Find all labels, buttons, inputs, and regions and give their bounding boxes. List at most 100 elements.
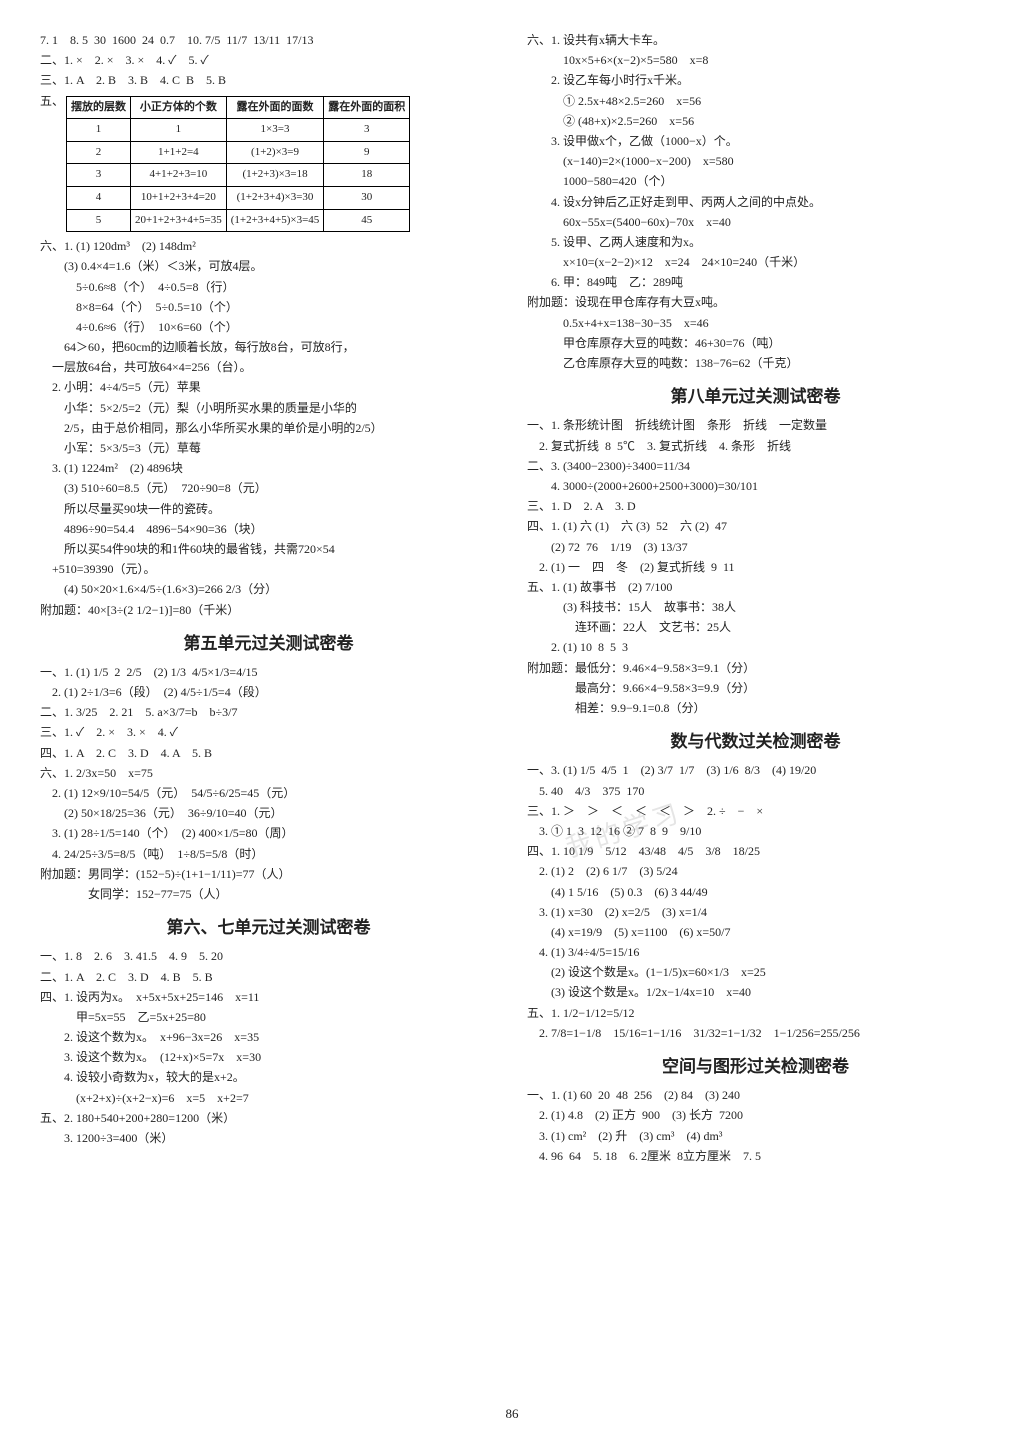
- table-row: 410+1+2+3+4=20(1+2+3+4)×3=3030: [67, 186, 410, 209]
- text-line: 2. (1) 12×9/10=54/5（元） 54/5÷6/25=45（元）: [40, 784, 497, 803]
- text-line: 4. 3000÷(2000+2600+2500+3000)=30/101: [527, 477, 984, 496]
- text-line: 4. 设x分钟后乙正好走到甲、丙两人之间的中点处。: [527, 193, 984, 212]
- text-line: 1000−580=420（个）: [527, 172, 984, 191]
- text-line: (2) 50×18/25=36（元） 36÷9/10=40（元）: [40, 804, 497, 823]
- text-line: (3) 0.4×4=1.6（米）＜3米，可放4层。: [40, 257, 497, 276]
- section-2: 二、1. × 2. × 3. × 4. ✓ 5. ✓: [40, 51, 497, 70]
- text-line: 2. (1) 10 8 5 3: [527, 638, 984, 657]
- text-line: 2. (1) 一 四 冬 (2) 复式折线 9 11: [527, 558, 984, 577]
- text-line: (3) 科技书：15人 故事书：38人: [527, 598, 984, 617]
- unit8-heading: 第八单元过关测试密卷: [527, 383, 984, 410]
- text-line: 3. (1) cm² (2) 升 (3) cm³ (4) dm³: [527, 1127, 984, 1146]
- text-line: 四、1. 设丙为x。 x+5x+5x+25=146 x=11: [40, 988, 497, 1007]
- text-line: 一、1. (1) 60 20 48 256 (2) 84 (3) 240: [527, 1086, 984, 1105]
- th-faces: 露在外面的面数: [226, 96, 324, 119]
- text-line: 二、3. (3400−2300)÷3400=11/34: [527, 457, 984, 476]
- text-line: 4896÷90=54.4 4896−54×90=36（块）: [40, 520, 497, 539]
- text-line: 5. 40 4/3 375 170: [527, 782, 984, 801]
- text-line: (x+2+x)÷(x+2−x)=6 x=5 x+2=7: [40, 1089, 497, 1108]
- text-line: (3) 510÷60=8.5（元） 720÷90=8（元）: [40, 479, 497, 498]
- section-6-block: 六、1. (1) 120dm³ (2) 148dm² (3) 0.4×4=1.6…: [40, 237, 497, 620]
- left-column: 7. 1 8. 5 30 1600 24 0.7 10. 7/5 11/7 13…: [40, 30, 497, 1407]
- text-line: ② (48+x)×2.5=260 x=56: [527, 112, 984, 131]
- text-line: 3. 设甲做x个，乙做（1000−x）个。: [527, 132, 984, 151]
- text-line: 3. ① 1 3 12 16 ② 7 8 9 9/10: [527, 822, 984, 841]
- text-line: 小华：5×2/5=2（元）梨（小明所买水果的质量是小华的: [40, 399, 497, 418]
- text-line: 2/5，由于总价相同，那么小华所买水果的单价是小明的2/5）: [40, 419, 497, 438]
- page-number: 86: [506, 1404, 519, 1425]
- text-line: (4) x=19/9 (5) x=1100 (6) x=50/7: [527, 923, 984, 942]
- text-line: (3) 设这个数是x。1/2x−1/4x=10 x=40: [527, 983, 984, 1002]
- text-line: 附加题：设现在甲仓库存有大豆x吨。: [527, 293, 984, 312]
- text-line: 小军：5×3/5=3（元）草莓: [40, 439, 497, 458]
- text-line: 5. 设甲、乙两人速度和为x。: [527, 233, 984, 252]
- space-shape-heading: 空间与图形过关检测密卷: [527, 1053, 984, 1080]
- text-line: 4÷0.6≈6（行） 10×6=60（个）: [40, 318, 497, 337]
- text-line: 所以买54件90块的和1件60块的最省钱，共需720×54: [40, 540, 497, 559]
- text-line: 一层放64台，共可放64×4=256（台）。: [40, 358, 497, 377]
- text-line: 0.5x+4+x=138−30−35 x=46: [527, 314, 984, 333]
- text-line: x×10=(x−2−2)×12 x=24 24×10=240（千米）: [527, 253, 984, 272]
- text-line: 女同学：152−77=75（人）: [40, 885, 497, 904]
- text-line: (4) 50×20×1.6×4/5÷(1.6×3)=266 2/3（分）: [40, 580, 497, 599]
- text-line: 甲=5x=55 乙=5x+25=80: [40, 1008, 497, 1027]
- table-header-row: 摆放的层数 小正方体的个数 露在外面的面数 露在外面的面积: [67, 96, 410, 119]
- unit5-block: 一、1. (1) 1/5 2 2/5 (2) 1/3 4/5×1/3=4/15 …: [40, 663, 497, 904]
- th-area: 露在外面的面积: [324, 96, 410, 119]
- table-section-label: 五、: [40, 92, 66, 111]
- top-answers-1: 7. 1 8. 5 30 1600 24 0.7 10. 7/5 11/7 13…: [40, 31, 497, 50]
- text-line: 一、1. (1) 1/5 2 2/5 (2) 1/3 4/5×1/3=4/15: [40, 663, 497, 682]
- th-count: 小正方体的个数: [131, 96, 227, 119]
- text-line: 三、1. ✓ 2. × 3. × 4. ✓: [40, 723, 497, 742]
- text-line: 六、1. 2/3x=50 x=75: [40, 764, 497, 783]
- text-line: (2) 设这个数是x。(1−1/5)x=60×1/3 x=25: [527, 963, 984, 982]
- text-line: 3. 1200÷3=400（米）: [40, 1129, 497, 1148]
- text-line: 附加题：男同学：(152−5)÷(1+1−1/11)=77（人）: [40, 865, 497, 884]
- text-line: 4. 24/25÷3/5=8/5（吨） 1÷8/5=5/8（时）: [40, 845, 497, 864]
- text-line: 五、2. 180+540+200+280=1200（米）: [40, 1109, 497, 1128]
- section-5-table-row: 五、 摆放的层数 小正方体的个数 露在外面的面数 露在外面的面积 111×3=3…: [40, 92, 497, 237]
- unit5-heading: 第五单元过关测试密卷: [40, 630, 497, 657]
- text-line: (2) 72 76 1/19 (3) 13/37: [527, 538, 984, 557]
- text-line: 2. 小明：4÷4/5=5（元）苹果: [40, 378, 497, 397]
- text-line: 最高分：9.66×4−9.58×3=9.9（分）: [527, 679, 984, 698]
- text-line: 一、1. 8 2. 6 3. 41.5 4. 9 5. 20: [40, 947, 497, 966]
- text-line: 4. (1) 3/4÷4/5=15/16: [527, 943, 984, 962]
- text-line: 甲仓库原存大豆的吨数：46+30=76（吨）: [527, 334, 984, 353]
- right-section-6: 六、1. 设共有x辆大卡车。 10x×5+6×(x−2)×5=580 x=8 2…: [527, 31, 984, 373]
- text-line: 64＞60，把60cm的边顺着长放，每行放8台，可放8行，: [40, 338, 497, 357]
- text-line: 3. (1) x=30 (2) x=2/5 (3) x=1/4: [527, 903, 984, 922]
- th-layers: 摆放的层数: [67, 96, 131, 119]
- text-line: 5÷0.6≈8（个） 4÷0.5=8（行）: [40, 278, 497, 297]
- text-line: 三、1. ＞ ＞ ＜ ＜ ＜ ＞ 2. ÷ − ×: [527, 802, 984, 821]
- text-line: 2. (1) 4.8 (2) 正方 900 (3) 长方 7200: [527, 1106, 984, 1125]
- text-line: (x−140)=2×(1000−x−200) x=580: [527, 152, 984, 171]
- text-line: 2. (1) 2÷1/3=6（段） (2) 4/5÷1/5=4（段）: [40, 683, 497, 702]
- text-line: 四、1. A 2. C 3. D 4. A 5. B: [40, 744, 497, 763]
- table-row: 21+1+2=4(1+2)×3=99: [67, 141, 410, 164]
- text-line: 2. (1) 2 (2) 6 1/7 (3) 5/24: [527, 862, 984, 881]
- cubes-table: 摆放的层数 小正方体的个数 露在外面的面数 露在外面的面积 111×3=33 2…: [66, 96, 410, 233]
- text-line: ① 2.5x+48×2.5=260 x=56: [527, 92, 984, 111]
- text-line: 60x−55x=(5400−60x)−70x x=40: [527, 213, 984, 232]
- text-line: 4. 设较小奇数为x，较大的是x+2。: [40, 1068, 497, 1087]
- text-line: 六、1. 设共有x辆大卡车。: [527, 31, 984, 50]
- unit67-block: 一、1. 8 2. 6 3. 41.5 4. 9 5. 20 二、1. A 2.…: [40, 947, 497, 1148]
- text-line: 四、1. 10 1/9 5/12 43/48 4/5 3/8 18/25: [527, 842, 984, 861]
- text-line: 所以尽量买90块一件的瓷砖。: [40, 500, 497, 519]
- text-line: 6. 甲：849吨 乙：289吨: [527, 273, 984, 292]
- table-row: 520+1+2+3+4+5=35(1+2+3+4+5)×3=4545: [67, 209, 410, 232]
- text-line: 三、1. D 2. A 3. D: [527, 497, 984, 516]
- text-line: 一、1. 条形统计图 折线统计图 条形 折线 一定数量: [527, 416, 984, 435]
- text-line: 3. (1) 28÷1/5=140（个） (2) 400×1/5=80（周）: [40, 824, 497, 843]
- unit67-heading: 第六、七单元过关测试密卷: [40, 914, 497, 941]
- text-line: 2. 设乙车每小时行x千米。: [527, 71, 984, 90]
- text-line: 附加题：最低分：9.46×4−9.58×3=9.1（分）: [527, 659, 984, 678]
- number-algebra-heading: 数与代数过关检测密卷: [527, 728, 984, 755]
- space-shape-block: 一、1. (1) 60 20 48 256 (2) 84 (3) 240 2. …: [527, 1086, 984, 1166]
- table-row: 111×3=33: [67, 119, 410, 142]
- number-algebra-block: 一、3. (1) 1/5 4/5 1 (2) 3/7 1/7 (3) 1/6 8…: [527, 761, 984, 1043]
- text-line: 相差：9.9−9.1=0.8（分）: [527, 699, 984, 718]
- text-line: 乙仓库原存大豆的吨数：138−76=62（千克）: [527, 354, 984, 373]
- text-line: +510=39390（元）。: [40, 560, 497, 579]
